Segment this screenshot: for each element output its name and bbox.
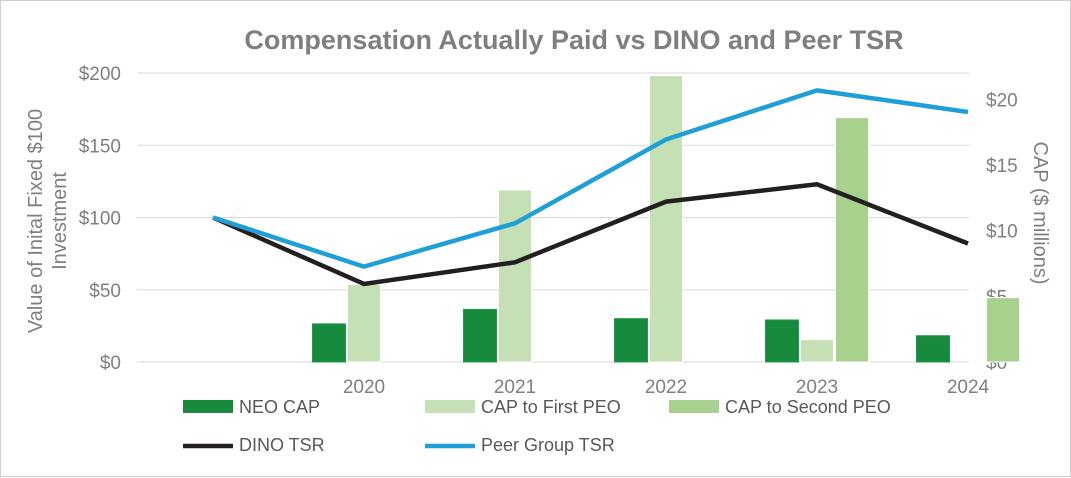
legend-label-neo-cap: NEO CAP xyxy=(239,397,320,417)
left-tick-label: $0 xyxy=(100,353,121,374)
right-axis-title: CAP ($ millions) xyxy=(1029,142,1051,285)
chart-title: Compensation Actually Paid vs DINO and P… xyxy=(244,25,903,55)
right-tick-label: $10 xyxy=(986,222,1018,243)
legend-label-cap-to-second-peo: CAP to Second PEO xyxy=(725,397,891,417)
x-tick-label: 2024 xyxy=(947,377,990,398)
left-tick-label: $200 xyxy=(79,64,121,85)
left-axis-title-line1: Value of Inital Fixed $100 xyxy=(25,109,47,333)
line-dino-tsr xyxy=(212,182,969,287)
bar-neo-cap-2023 xyxy=(765,319,799,363)
left-axis-title-line2: Investment xyxy=(49,172,71,270)
line-marks xyxy=(212,88,969,287)
legend-swatch-cap-to-first-peo xyxy=(425,400,475,413)
x-tick-label: 2022 xyxy=(645,377,687,398)
bar-neo-cap-2024 xyxy=(916,335,950,363)
x-tick-label: 2020 xyxy=(343,377,385,398)
bar-neo-cap-2021 xyxy=(463,308,497,363)
legend-swatch-neo-cap xyxy=(183,400,233,413)
left-axis-ticks: $0 $50 $100 $150 $200 xyxy=(79,64,121,374)
bar-neo-cap-2022 xyxy=(614,318,648,363)
left-tick-label: $150 xyxy=(79,136,121,157)
bar-neo-cap-2020 xyxy=(312,323,346,363)
bar-cap-to-first-peo-2020 xyxy=(347,283,381,363)
x-axis-ticks: 2020 2021 2022 2023 2024 xyxy=(343,377,990,398)
bar-cap-to-first-peo-2023 xyxy=(800,339,834,363)
right-tick-label: $15 xyxy=(986,156,1018,177)
bar-cap-to-second-peo-2023 xyxy=(835,117,869,363)
bar-cap-to-first-peo-2022 xyxy=(649,75,683,363)
x-tick-label: 2023 xyxy=(796,377,838,398)
right-tick-label: $20 xyxy=(986,90,1018,111)
legend: NEO CAP CAP to First PEO CAP to Second PEO… xyxy=(183,397,891,455)
bar-marks xyxy=(312,75,1020,363)
legend-label-peer-group-tsr: Peer Group TSR xyxy=(481,435,615,455)
bar-cap-to-second-peo-2024 xyxy=(986,297,1020,363)
x-tick-label: 2021 xyxy=(494,377,536,398)
legend-label-cap-to-first-peo: CAP to First PEO xyxy=(481,397,621,417)
left-tick-label: $100 xyxy=(79,209,121,230)
legend-swatch-cap-to-second-peo xyxy=(669,400,719,413)
line-peer-group-tsr xyxy=(212,88,969,269)
left-tick-label: $50 xyxy=(89,281,121,302)
legend-label-dino-tsr: DINO TSR xyxy=(239,435,325,455)
